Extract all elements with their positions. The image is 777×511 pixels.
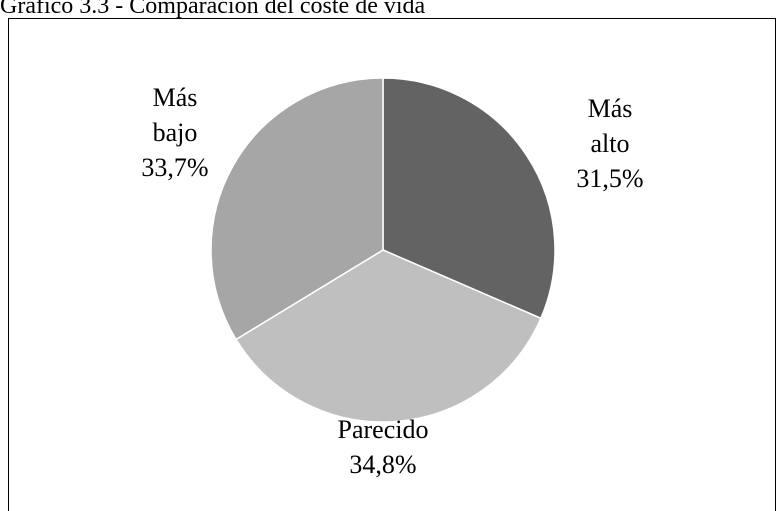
pie-slice <box>210 77 384 341</box>
slice-label: Más alto <box>588 94 633 158</box>
pie-slice <box>235 249 542 423</box>
slice-label: Más bajo <box>153 83 198 147</box>
chart-frame <box>8 18 776 511</box>
chart-title: Gráfico 3.3 - Comparación del coste de v… <box>0 0 426 19</box>
slice-value-label: 33,7% <box>141 153 208 182</box>
slice-label: Parecido <box>338 415 429 444</box>
slice-value-label: 34,8% <box>349 450 416 479</box>
pie-slice <box>382 77 556 320</box>
slice-value-label: 31,5% <box>576 164 643 193</box>
